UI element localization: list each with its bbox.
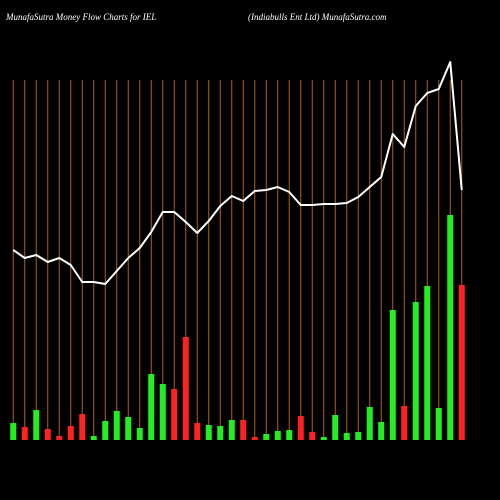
- bar: [412, 302, 419, 440]
- bar: [228, 420, 235, 440]
- bar: [401, 406, 408, 440]
- bar: [366, 407, 373, 440]
- bar: [205, 425, 212, 440]
- bar: [389, 310, 396, 440]
- bar: [435, 408, 442, 440]
- bar: [44, 429, 51, 440]
- bar: [297, 416, 304, 440]
- bar: [90, 436, 97, 440]
- bar: [159, 384, 166, 440]
- line: [12, 61, 463, 285]
- chart-title: MunafaSutra Money Flow Charts for IEL: [5, 12, 156, 22]
- bar: [424, 286, 431, 440]
- bar: [194, 423, 201, 440]
- bar: [309, 432, 316, 440]
- bar: [217, 426, 224, 440]
- bar: [148, 374, 155, 440]
- bar: [182, 337, 189, 440]
- bar: [240, 420, 247, 440]
- bar: [21, 427, 28, 440]
- bar: [286, 430, 293, 440]
- bar: [56, 436, 63, 440]
- chart-subtitle: (Indiabulls Ent Ltd) MunafaSutra.com: [248, 12, 387, 22]
- bar: [113, 411, 120, 440]
- bar: [79, 414, 86, 440]
- bar: [378, 422, 385, 440]
- bar: [102, 421, 109, 440]
- bar: [458, 285, 465, 440]
- bar: [125, 417, 132, 440]
- bar: [67, 426, 74, 440]
- bar: [251, 437, 258, 440]
- bar: [263, 434, 270, 440]
- bar: [33, 410, 40, 440]
- bar: [332, 415, 339, 440]
- bar: [447, 215, 454, 440]
- bar: [320, 437, 327, 440]
- bar: [274, 431, 281, 440]
- bar: [343, 433, 350, 440]
- bar: [136, 428, 143, 440]
- bar: [355, 432, 362, 440]
- bar: [171, 389, 178, 440]
- bar: [10, 423, 17, 440]
